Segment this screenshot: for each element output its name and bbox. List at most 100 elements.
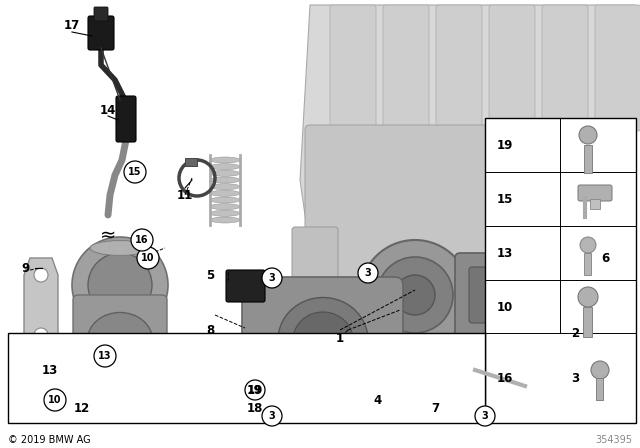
Text: 13: 13 — [42, 363, 58, 376]
Text: 6: 6 — [601, 251, 609, 264]
FancyBboxPatch shape — [116, 96, 136, 142]
Circle shape — [405, 385, 425, 405]
Text: 13: 13 — [99, 351, 112, 361]
Text: 3: 3 — [269, 273, 275, 283]
Bar — [485, 118, 636, 423]
Text: 2: 2 — [571, 327, 579, 340]
Circle shape — [88, 253, 152, 317]
FancyBboxPatch shape — [292, 227, 338, 323]
Ellipse shape — [210, 217, 240, 223]
Bar — [584, 145, 592, 173]
Circle shape — [137, 247, 159, 269]
Ellipse shape — [210, 170, 240, 177]
Circle shape — [45, 390, 65, 410]
FancyBboxPatch shape — [94, 7, 108, 21]
Bar — [8, 333, 485, 423]
Polygon shape — [60, 365, 100, 382]
Ellipse shape — [210, 210, 240, 216]
Circle shape — [124, 161, 146, 183]
Ellipse shape — [210, 177, 240, 183]
FancyBboxPatch shape — [242, 277, 403, 403]
Text: 354395: 354395 — [595, 435, 632, 445]
Circle shape — [94, 345, 116, 367]
Circle shape — [377, 257, 453, 333]
FancyBboxPatch shape — [73, 295, 167, 380]
Text: 16: 16 — [135, 235, 148, 245]
Ellipse shape — [90, 241, 150, 255]
Text: 16: 16 — [497, 371, 513, 384]
Text: ≈: ≈ — [100, 225, 116, 245]
Ellipse shape — [293, 312, 353, 368]
Bar — [584, 253, 591, 275]
Ellipse shape — [88, 313, 152, 367]
Text: 11: 11 — [177, 189, 193, 202]
Circle shape — [475, 406, 495, 426]
FancyBboxPatch shape — [305, 125, 635, 295]
Circle shape — [591, 361, 609, 379]
FancyBboxPatch shape — [88, 16, 114, 50]
Text: 10: 10 — [497, 301, 513, 314]
Text: 17: 17 — [64, 18, 80, 31]
Ellipse shape — [210, 197, 240, 203]
Circle shape — [72, 237, 168, 333]
FancyBboxPatch shape — [578, 185, 612, 201]
Circle shape — [110, 397, 126, 413]
Text: 19: 19 — [497, 138, 513, 151]
Ellipse shape — [278, 297, 368, 383]
Circle shape — [262, 406, 282, 426]
Text: 19: 19 — [247, 383, 263, 396]
Circle shape — [579, 126, 597, 144]
Text: 15: 15 — [497, 193, 513, 206]
Bar — [185, 158, 197, 166]
FancyBboxPatch shape — [455, 253, 565, 338]
FancyBboxPatch shape — [542, 5, 588, 131]
Circle shape — [445, 385, 465, 405]
Ellipse shape — [210, 157, 240, 163]
Circle shape — [72, 397, 88, 413]
Text: 14: 14 — [100, 103, 116, 116]
Bar — [583, 307, 592, 337]
Bar — [590, 199, 600, 209]
Circle shape — [262, 268, 282, 288]
Text: 1: 1 — [336, 332, 344, 345]
Ellipse shape — [34, 268, 48, 282]
Text: 10: 10 — [48, 395, 61, 405]
Circle shape — [245, 380, 265, 400]
Text: 12: 12 — [74, 401, 90, 414]
Ellipse shape — [210, 204, 240, 210]
Circle shape — [358, 263, 378, 283]
Ellipse shape — [210, 190, 240, 196]
Text: 3: 3 — [269, 411, 275, 421]
Wedge shape — [239, 373, 282, 395]
Text: © 2019 BMW AG: © 2019 BMW AG — [8, 435, 91, 445]
Circle shape — [44, 389, 66, 411]
Text: 3: 3 — [365, 268, 371, 278]
FancyBboxPatch shape — [383, 5, 429, 131]
Text: 7: 7 — [431, 401, 439, 414]
Ellipse shape — [210, 164, 240, 170]
Text: 3: 3 — [571, 371, 579, 384]
Text: 5: 5 — [206, 268, 214, 281]
Text: 10: 10 — [141, 253, 155, 263]
FancyBboxPatch shape — [436, 5, 482, 131]
Circle shape — [395, 275, 435, 315]
Text: 4: 4 — [374, 393, 382, 406]
Circle shape — [580, 237, 596, 253]
FancyBboxPatch shape — [330, 5, 376, 131]
FancyBboxPatch shape — [469, 267, 551, 323]
Text: 9: 9 — [21, 262, 29, 275]
Circle shape — [131, 229, 153, 251]
Text: 15: 15 — [128, 167, 141, 177]
Circle shape — [50, 395, 60, 405]
Text: 8: 8 — [206, 323, 214, 336]
Text: 13: 13 — [497, 246, 513, 259]
Text: 19: 19 — [248, 385, 262, 395]
Text: 3: 3 — [482, 411, 488, 421]
Polygon shape — [24, 258, 58, 355]
Circle shape — [578, 287, 598, 307]
FancyBboxPatch shape — [548, 298, 570, 330]
FancyBboxPatch shape — [488, 248, 532, 272]
Polygon shape — [300, 5, 635, 320]
Circle shape — [360, 240, 470, 350]
FancyBboxPatch shape — [394, 354, 477, 422]
